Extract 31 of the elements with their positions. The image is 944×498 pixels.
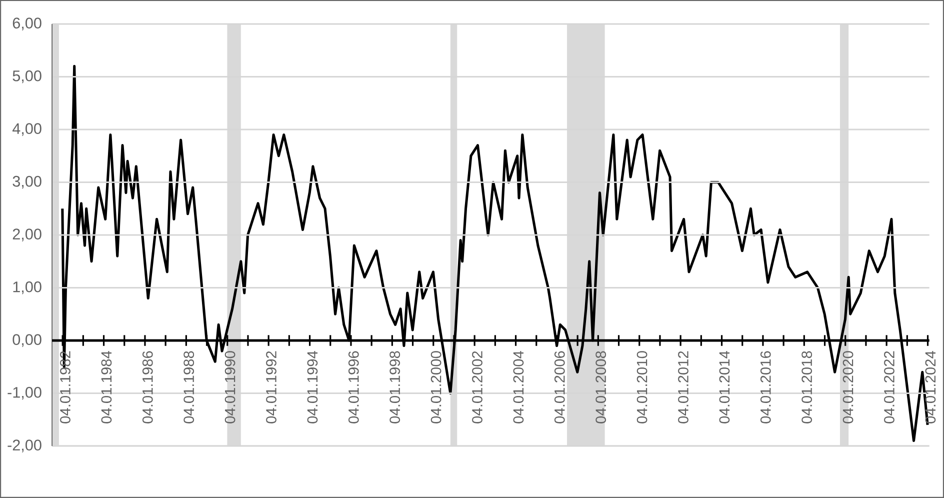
y-tick-label: 0,00 <box>12 334 42 347</box>
y-tick-label: 3,00 <box>12 176 42 189</box>
x-tick-label: 04.01.2024 <box>925 350 936 424</box>
x-tick-label: 04.01.1996 <box>348 351 359 424</box>
x-tick-label: 04.01.1994 <box>307 350 318 424</box>
x-tick-label: 04.01.2008 <box>596 351 606 424</box>
x-tick-label: 04.01.2016 <box>760 351 771 424</box>
x-tick-label: 04.01.1990 <box>224 351 236 424</box>
x-tick-label: 04.01.2006 <box>554 351 565 424</box>
x-tick-label: 04.01.1982 <box>60 351 70 424</box>
x-tick-label: 04.01.2014 <box>719 350 730 424</box>
y-tick-label: 5,00 <box>12 70 42 84</box>
x-tick-label: 04.01.2002 <box>472 351 482 424</box>
x-tick-label: 04.01.2012 <box>678 351 688 424</box>
x-tick-label: 04.01.2004 <box>513 350 524 424</box>
x-tick-label: 04.01.2018 <box>802 351 812 424</box>
y-tick-label: -1,00 <box>8 386 42 400</box>
y-tick-label: -2,00 <box>8 440 42 452</box>
x-tick-label: 04.01.1986 <box>142 351 153 424</box>
x-tick-label: 04.01.1988 <box>184 351 194 424</box>
x-tick-label: 04.01.2010 <box>636 351 648 424</box>
x-tick-label: 04.01.2000 <box>430 351 442 424</box>
y-tick-label: 1,00 <box>13 281 42 294</box>
y-tick-label: 6,00 <box>12 18 42 30</box>
x-tick-label: 04.01.2020 <box>842 351 854 424</box>
y-tick-label: 2,00 <box>12 228 42 242</box>
x-tick-label: 04.01.1984 <box>101 350 112 424</box>
y-tick-label: 4,00 <box>12 123 42 136</box>
x-tick-label: 04.01.1998 <box>390 351 400 424</box>
x-tick-label: 04.01.2022 <box>884 351 894 424</box>
x-tick-label: 04.01.1992 <box>266 351 276 424</box>
